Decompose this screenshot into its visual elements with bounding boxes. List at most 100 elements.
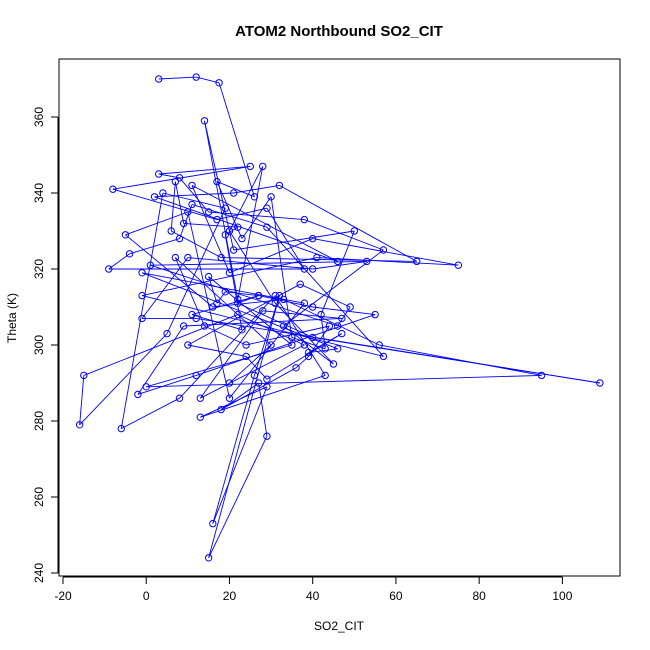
series-segment (225, 291, 259, 297)
data-point (209, 303, 217, 311)
series-segment (137, 325, 185, 395)
data-point (313, 253, 321, 262)
series-segment (208, 276, 293, 346)
data-point (188, 310, 196, 319)
data-point (308, 234, 317, 243)
data-point (155, 75, 163, 83)
data-point (263, 375, 271, 383)
series-segment (208, 436, 268, 558)
series-lines (79, 76, 600, 558)
data-point (184, 253, 192, 262)
data-point (209, 519, 217, 528)
y-tick-label: 280 (32, 411, 46, 431)
data-point (317, 310, 325, 319)
data-point (275, 291, 284, 300)
data-point (138, 291, 146, 300)
data-point (238, 326, 246, 334)
series-segment (179, 295, 276, 399)
data-point (134, 390, 142, 399)
series-segment (312, 260, 367, 270)
series-segment (79, 375, 85, 425)
series-segment (158, 76, 197, 80)
x-axis: -20 0 20 40 60 80 100 (54, 576, 573, 603)
data-point (300, 215, 309, 224)
x-tick-label: 20 (223, 589, 237, 603)
series-segment (141, 272, 338, 350)
data-point (105, 265, 113, 273)
series-segment (120, 192, 164, 429)
data-point (155, 170, 163, 178)
series-segment (218, 82, 255, 197)
series-segment (216, 207, 268, 221)
series-segment (233, 230, 355, 251)
data-point (138, 269, 146, 277)
data-point (338, 329, 346, 338)
series-segment (196, 76, 220, 84)
series-segment (179, 204, 193, 239)
data-point (254, 379, 263, 387)
data-point (363, 257, 371, 266)
series-segment (237, 314, 305, 346)
data-point (234, 310, 242, 319)
series-segment (295, 356, 309, 369)
series-segment (262, 310, 342, 319)
y-tick-label: 240 (32, 563, 46, 583)
data-point (150, 193, 159, 201)
series-segment (241, 196, 272, 239)
data-point (184, 208, 192, 216)
data-point (200, 117, 209, 125)
data-point (175, 174, 184, 182)
series-segment (283, 249, 384, 327)
data-point (138, 314, 146, 323)
data-point (229, 246, 238, 254)
data-point (267, 193, 275, 201)
data-point (246, 162, 254, 171)
data-point (263, 204, 271, 212)
data-point (346, 303, 354, 311)
data-point (204, 554, 213, 562)
data-point (292, 364, 300, 372)
series-segment (175, 257, 272, 346)
series-segment (283, 298, 380, 346)
data-point (333, 257, 342, 266)
series-segment (191, 203, 268, 228)
series-segment (229, 344, 272, 384)
series-markers (75, 73, 604, 562)
series-segment (79, 333, 168, 426)
data-point (225, 269, 234, 277)
series-segment (187, 211, 230, 399)
data-point (192, 73, 200, 81)
data-point (234, 223, 242, 231)
data-point (184, 341, 192, 349)
series-segment (141, 257, 317, 297)
data-point (263, 383, 271, 391)
series-segment (237, 302, 313, 338)
data-point (263, 223, 271, 231)
data-point (217, 405, 225, 414)
chart-title: ATOM2 Northbound SO2_CIT (235, 23, 443, 40)
data-point (537, 371, 546, 380)
data-point (259, 162, 267, 171)
series-segment (154, 192, 234, 198)
data-point (238, 234, 246, 243)
series-segment (183, 222, 238, 228)
series-segment (229, 230, 276, 304)
series-segment (150, 264, 338, 327)
series-segment (196, 317, 600, 384)
data-point (279, 322, 288, 330)
data-point (379, 246, 388, 254)
series-segment (220, 382, 259, 410)
data-point (213, 299, 221, 307)
data-point (329, 360, 338, 368)
data-point (188, 181, 196, 190)
series-segment (308, 333, 343, 353)
data-point (215, 79, 223, 87)
series-segment (279, 185, 417, 262)
data-point (371, 310, 379, 319)
series-segment (304, 219, 384, 251)
series-segment (229, 238, 313, 274)
series-segment (162, 192, 226, 209)
data-point (213, 177, 221, 186)
series-segment (200, 386, 268, 418)
series-segment (258, 382, 268, 437)
